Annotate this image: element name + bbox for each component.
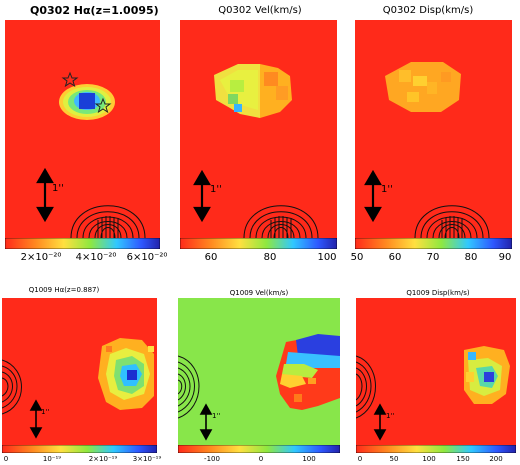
map-q1009-vel: 1'' [178,298,340,445]
double-arrow-icon [373,403,387,441]
colorbar-tick: 80 [263,252,277,263]
colorbar-tick: 10⁻¹⁹ [42,455,62,463]
colorbar-tick: 3×10⁻¹⁹ [132,455,162,463]
map-q1009-disp: 1'' [356,298,516,445]
double-arrow-icon [36,167,54,223]
double-arrow-icon [193,169,211,223]
colorbar-tick: 80 [464,252,478,263]
colorbar-tick: -100 [204,455,220,463]
colorbar-tick: 0 [258,455,264,463]
title-q0302-ha: Q0302 Hα(z=1.0095) [30,4,159,17]
map-q0302-ha: 1'' [5,20,160,238]
colorbar-tick: 0 [3,455,9,463]
map-q0302-vel: 1'' [180,20,337,238]
colorbar-tick: 90 [498,252,512,263]
colorbar-tick: 100 [302,455,316,463]
colorbar-tick: 0 [357,455,363,463]
colorbar-tick: 60 [388,252,402,263]
title-q1009-vel: Q1009 Vel(km/s) [229,289,289,297]
title-q1009-ha: Q1009 Hα(z=0.887) [28,286,100,294]
colorbar-tick: 2×10⁻²⁰ [20,252,62,263]
colorbar-tick: 60 [204,252,218,263]
star-icon [61,71,79,88]
colorbar-tick: 4×10⁻²⁰ [75,252,117,263]
scale-label: 1'' [210,184,222,195]
double-arrow-icon [29,399,43,439]
title-q0302-disp: Q0302 Disp(km/s) [382,5,474,16]
colorbar-q0302-ha [5,238,160,249]
colorbar-tick: 150 [456,455,470,463]
scale-label: 1'' [41,408,50,416]
star-icon [94,97,112,114]
scale-label: 1'' [52,183,64,194]
scale-label: 1'' [386,412,395,420]
title-q1009-disp: Q1009 Disp(km/s) [406,289,470,297]
colorbar-tick: 2×10⁻¹⁹ [88,455,118,463]
colorbar-tick: 200 [489,455,503,463]
colorbar-q1009-vel [178,445,340,453]
title-q0302-vel: Q0302 Vel(km/s) [218,5,302,16]
colorbar-q1009-disp [356,445,516,453]
colorbar-tick: 6×10⁻²⁰ [126,252,168,263]
colorbar-tick: 50 [389,455,399,463]
colorbar-tick: 100 [317,252,337,263]
colorbar-q1009-ha [2,445,157,453]
colorbar-q0302-disp [355,238,512,249]
colorbar-q0302-vel [180,238,337,249]
double-arrow-icon [199,403,213,441]
colorbar-tick: 70 [426,252,440,263]
colorbar-tick: 50 [350,252,364,263]
map-q0302-disp: 1'' [355,20,512,238]
scale-label: 1'' [212,412,221,420]
scale-label: 1'' [381,184,393,195]
double-arrow-icon [364,169,382,223]
map-q1009-ha: 1'' [2,298,157,445]
colorbar-tick: 100 [422,455,436,463]
